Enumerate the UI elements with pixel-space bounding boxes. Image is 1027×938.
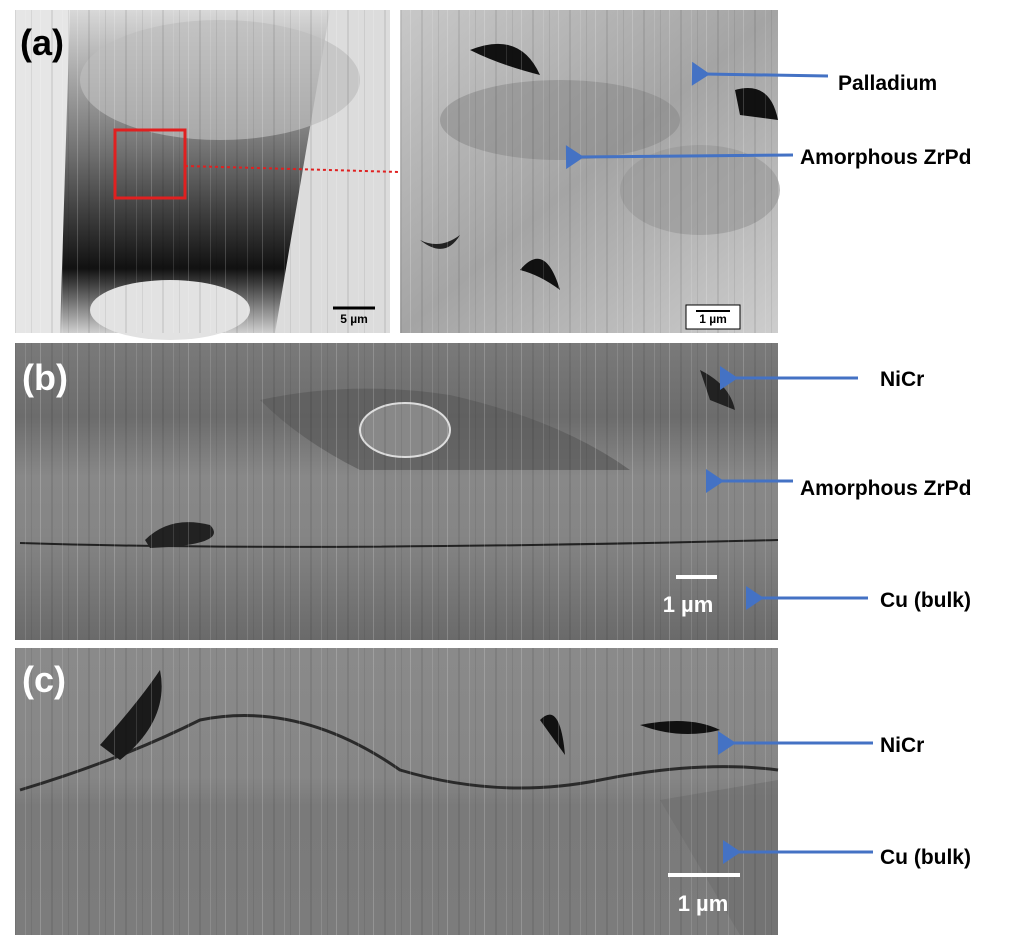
- arrow: [578, 155, 793, 157]
- scale-bar-label: 1 µm: [678, 891, 729, 916]
- annotation: Amorphous ZrPd: [800, 146, 972, 169]
- scale-bar-label: 1 µm: [699, 312, 727, 326]
- page: 5 µm (a) 1 µm Palladium Amorphous ZrPd 1…: [0, 0, 1027, 938]
- figure: 5 µm (a) 1 µm Palladium Amorphous ZrPd 1…: [0, 0, 1027, 938]
- scale-bar-label: 5 µm: [340, 312, 368, 326]
- panel-label: (c): [22, 659, 66, 700]
- panel-label: (a): [20, 22, 64, 63]
- scale-bar-label: 1 µm: [663, 592, 714, 617]
- panel-label: (b): [22, 357, 68, 398]
- panel-a-right-image: 1 µm: [400, 10, 780, 333]
- annotation: Cu (bulk): [880, 846, 971, 869]
- panel-c-image: 1 µm (c): [15, 648, 778, 935]
- annotation: Amorphous ZrPd: [800, 477, 972, 500]
- panel-b-image: 1 µm (b): [15, 343, 778, 640]
- annotation: NiCr: [880, 734, 924, 757]
- arrow: [704, 74, 828, 76]
- annotation: NiCr: [880, 368, 924, 391]
- annotation: Cu (bulk): [880, 589, 971, 612]
- panel-a-left-image: 5 µm (a): [15, 10, 400, 340]
- annotation: Palladium: [838, 72, 937, 95]
